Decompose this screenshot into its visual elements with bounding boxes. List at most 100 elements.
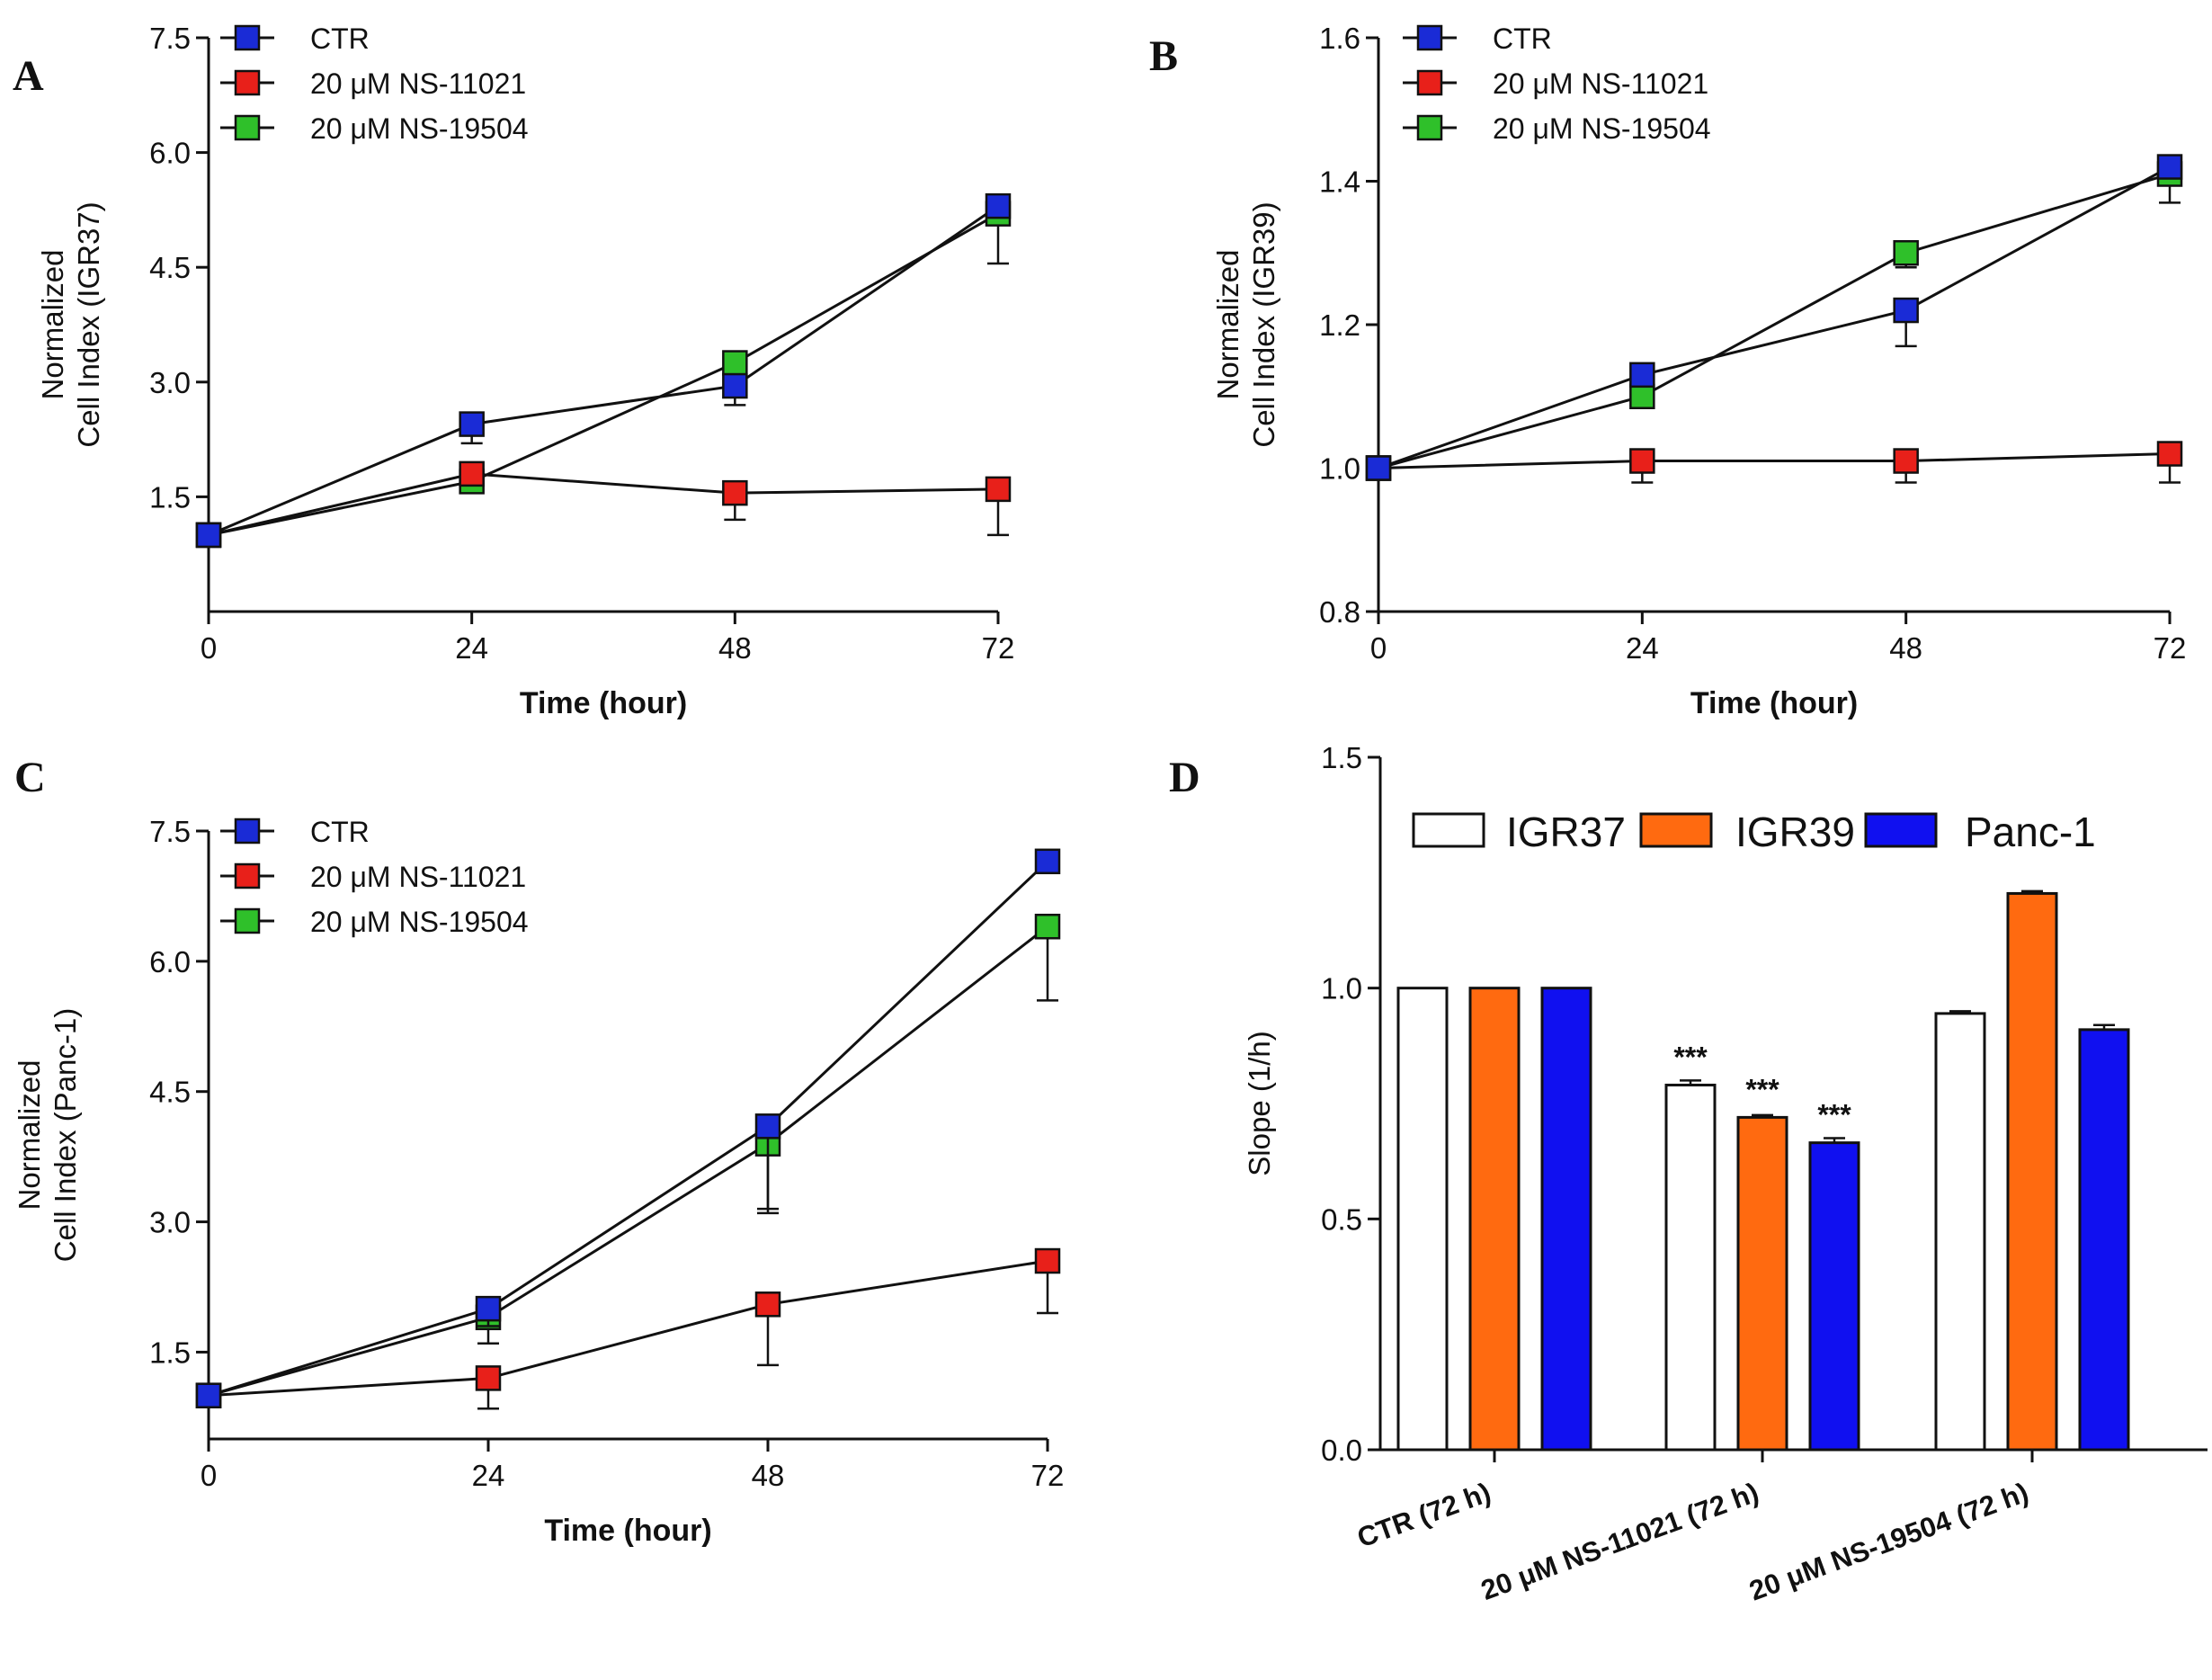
x-tick-label: 24 <box>455 631 488 665</box>
legend-swatch <box>1639 812 1713 848</box>
y-axis-title-line1: Normalized <box>13 1060 46 1211</box>
y-axis-title-line2: Cell Index (Panc-1) <box>49 1008 82 1262</box>
x-axis-title: Time (hour) <box>544 1514 711 1548</box>
data-point-marker <box>2156 154 2183 180</box>
legend-swatch <box>1416 69 1443 96</box>
x-tick-label: 48 <box>1889 631 1922 665</box>
legend-swatch <box>234 907 261 934</box>
series-ctr <box>1365 154 2183 481</box>
series-ns11021 <box>195 1247 1061 1410</box>
significance-marker: *** <box>1817 1099 1851 1131</box>
legend-label: IGR39 <box>1735 809 1855 855</box>
panel-a: A 1.5 3.0 4.5 6.0 7.5 0 24 48 72 Time (hour) Normal… <box>13 22 1014 720</box>
legend-label: 20 μM NS-11021 <box>310 861 526 893</box>
data-point-marker <box>1034 913 1061 940</box>
data-point-marker <box>459 411 485 437</box>
legend-swatch <box>1416 24 1443 51</box>
bar <box>1664 1083 1717 1452</box>
y-axis-title-line1: Normalized <box>36 250 69 400</box>
data-point-marker <box>985 476 1012 503</box>
legend-label: 20 μM NS-11021 <box>310 67 526 100</box>
legend-label: 20 μM NS-19504 <box>310 906 529 938</box>
y-tick-label: 4.5 <box>149 1076 191 1109</box>
series-ns19504 <box>195 913 1061 1408</box>
series-line <box>208 925 1048 1398</box>
category-label: 20 μM NS-19504 (72 h) <box>1745 1477 2033 1607</box>
legend: CTR 20 μM NS-11021 20 μM NS-19504 <box>220 816 529 938</box>
x-tick-label: 72 <box>2154 631 2187 665</box>
legend-label: Panc-1 <box>1965 809 2096 855</box>
data-point-marker <box>1629 362 1655 389</box>
bar <box>1396 987 1449 1452</box>
legend: CTR 20 μM NS-11021 20 μM NS-19504 <box>1403 22 1711 145</box>
legend-swatch <box>1412 812 1485 848</box>
series-ns11021 <box>195 460 1012 549</box>
x-tick-label: 48 <box>752 1459 785 1492</box>
series-ns11021 <box>1365 441 2183 484</box>
bar-group: CTR (72 h) <box>1353 987 1592 1554</box>
y-tick-label: 1.5 <box>1321 741 1362 774</box>
panel-letter: A <box>13 52 44 100</box>
series-line <box>1378 173 2171 469</box>
bar <box>1468 987 1521 1452</box>
data-point-marker <box>195 522 222 549</box>
category-label: 20 μM NS-11021 (72 h) <box>1476 1477 1762 1606</box>
legend-swatch <box>234 862 261 889</box>
y-tick-label: 0.0 <box>1321 1434 1362 1467</box>
data-point-marker <box>1893 448 1919 474</box>
data-point-marker <box>475 1365 502 1391</box>
legend-label: CTR <box>310 816 370 848</box>
legend-swatch <box>1416 114 1443 141</box>
legend-swatch <box>1864 812 1938 848</box>
y-tick-label: 6.0 <box>149 137 191 170</box>
y-axis-title-line2: Cell Index (IGR37) <box>72 201 105 447</box>
y-tick-label: 1.6 <box>1319 22 1360 55</box>
y-tick-label: 1.0 <box>1319 452 1360 486</box>
legend-label: 20 μM NS-19504 <box>1493 112 1711 145</box>
x-tick-label: 72 <box>982 631 1015 665</box>
data-point-marker <box>722 372 748 399</box>
data-point-marker <box>1629 448 1655 474</box>
y-axis-title: Slope (1/h) <box>1243 1031 1276 1175</box>
x-axis-title: Time (hour) <box>1690 686 1858 720</box>
series-ns19504 <box>195 201 1012 549</box>
data-point-marker <box>1365 455 1392 481</box>
data-point-marker <box>985 192 1012 219</box>
bar <box>1736 1115 1788 1452</box>
bar <box>2078 1028 2130 1452</box>
series-ns19504 <box>1365 161 2183 481</box>
series-line <box>208 204 999 537</box>
legend: IGR37 IGR39 Panc-1 <box>1412 809 2096 855</box>
y-tick-label: 1.5 <box>149 1336 191 1369</box>
data-point-marker <box>754 1291 781 1318</box>
series-line <box>208 860 1049 1398</box>
bar-group: 20 μM NS-19504 (72 h) <box>1745 889 2130 1607</box>
bar-group: *** *** *** 20 μM NS-11021 (72 h) <box>1476 1041 1860 1606</box>
y-tick-label: 1.0 <box>1321 972 1362 1005</box>
data-point-marker <box>195 1382 222 1408</box>
data-point-marker <box>1034 1247 1061 1274</box>
bar <box>1540 987 1592 1452</box>
y-tick-label: 7.5 <box>149 22 191 55</box>
legend: CTR 20 μM NS-11021 20 μM NS-19504 <box>220 22 529 145</box>
legend-label: CTR <box>1493 22 1552 55</box>
y-axis-title-line1: Normalized <box>1211 250 1244 400</box>
significance-marker: *** <box>1673 1041 1708 1073</box>
y-tick-label: 1.5 <box>149 480 191 514</box>
series-line <box>208 472 999 537</box>
legend-label: IGR37 <box>1506 809 1626 855</box>
data-point-marker <box>1893 297 1919 324</box>
legend-label: CTR <box>310 22 370 55</box>
significance-marker: *** <box>1745 1073 1779 1105</box>
x-tick-label: 48 <box>718 631 752 665</box>
y-tick-label: 4.5 <box>149 251 191 284</box>
series-ctr <box>195 848 1061 1408</box>
data-point-marker <box>475 1295 502 1322</box>
y-tick-label: 1.4 <box>1319 165 1360 199</box>
bar <box>1808 1141 1860 1452</box>
legend-label: 20 μM NS-19504 <box>310 112 529 145</box>
data-point-marker <box>722 350 748 376</box>
series-line <box>1378 165 2171 469</box>
